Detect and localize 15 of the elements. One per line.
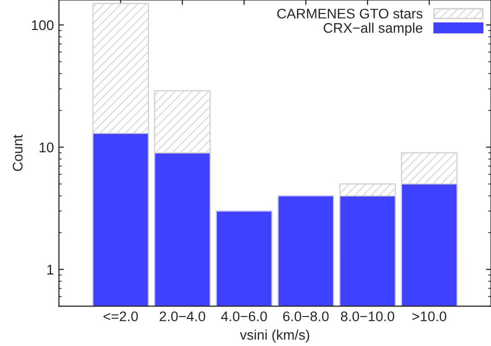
legend-label: CARMENES GTO stars bbox=[277, 8, 422, 19]
x-tick-label: 6.0−8.0 bbox=[283, 311, 329, 322]
x-tick-label: 4.0−6.0 bbox=[221, 311, 267, 322]
y-tick-label: 1 bbox=[47, 264, 54, 274]
bar bbox=[400, 152, 458, 185]
x-tick-label: <=2.0 bbox=[104, 311, 138, 322]
y-axis-title: Count bbox=[12, 134, 23, 171]
x-tick-label: 2.0−4.0 bbox=[160, 311, 206, 322]
bar bbox=[339, 183, 396, 196]
x-tick-label: 8.0−10.0 bbox=[340, 311, 394, 322]
legend-label: CRX−all sample bbox=[324, 22, 422, 36]
y-tick-label: 10 bbox=[40, 142, 54, 152]
y-tick-label: 100 bbox=[32, 20, 54, 30]
x-tick-label: >10.0 bbox=[412, 311, 446, 322]
x-axis-title: vsini (km/s) bbox=[240, 330, 310, 343]
